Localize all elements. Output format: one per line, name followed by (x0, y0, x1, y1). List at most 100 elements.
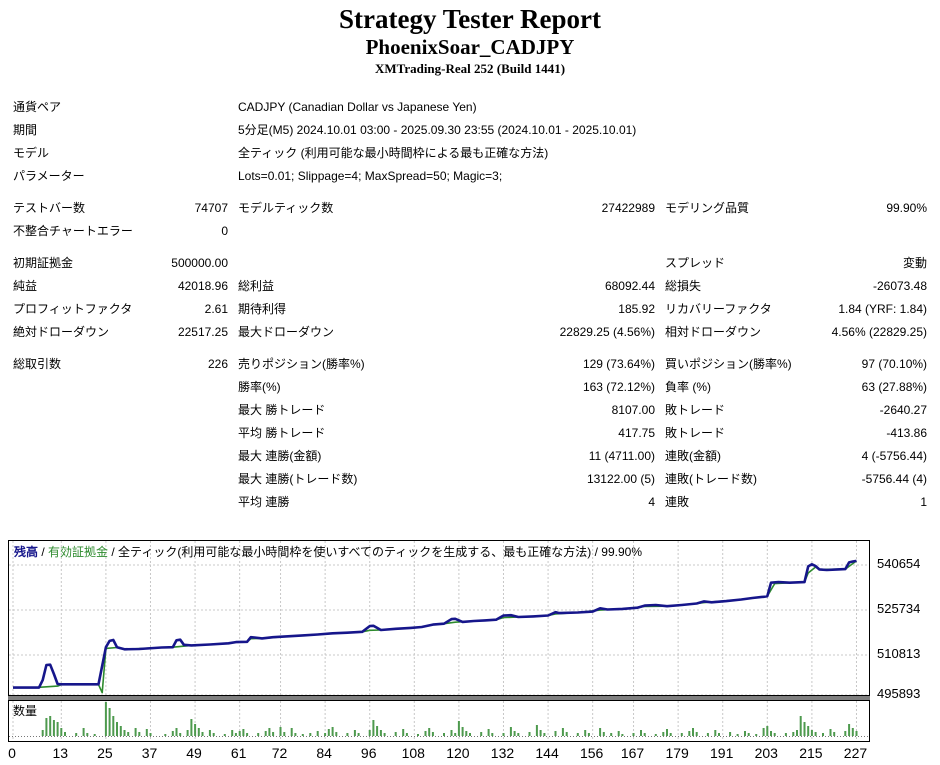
volume-bar (539, 730, 542, 736)
stat-value: 226 (207, 356, 228, 371)
volume-bar (108, 708, 111, 736)
stat-value (153, 490, 228, 513)
volume-bar (509, 727, 512, 736)
x-axis-label: 132 (490, 745, 515, 761)
volume-bar (60, 728, 63, 736)
stat-value (153, 164, 228, 187)
stat-value: -2640.27 (879, 402, 928, 417)
volume-bar (766, 726, 769, 736)
volume-bar (138, 732, 141, 736)
stat-value: 27422989 (601, 200, 655, 215)
stat-label: 相対ドローダウン (665, 325, 762, 339)
stat-value-wide: 5分足(M5) 2024.10.01 03:00 - 2025.09.30 23… (238, 123, 637, 137)
stats-row: 最大 連勝(金額) 11 (4711.00) 連敗(金額) 4 (-5756.44) (13, 444, 927, 467)
stat-value: 74707 (194, 200, 228, 215)
volume-bar (119, 726, 122, 736)
volume-bar (755, 734, 758, 736)
stat-value: 129 (73.64%) (582, 356, 655, 371)
page-subtitle: PhoenixSoar_CADJPY (365, 35, 575, 59)
volume-bar (242, 729, 245, 736)
volume-bar (231, 730, 234, 736)
stat-value: 22829.25 (4.56%) (559, 324, 655, 339)
volume-bar (149, 733, 152, 736)
volume-bar (383, 733, 386, 736)
x-axis-label: 0 (8, 745, 16, 761)
x-axis-label: 49 (186, 745, 202, 761)
stat-value: 8107.00 (611, 402, 655, 417)
volume-bar (301, 734, 304, 736)
stat-value: 22517.25 (177, 324, 228, 339)
stat-value: 1.84 (YRF: 1.84) (838, 301, 928, 316)
stat-label: モデル (13, 146, 50, 160)
volume-bar (257, 733, 260, 736)
volume-bar (565, 732, 568, 736)
stat-label: 連敗(金額) (665, 449, 721, 463)
volume-bar (324, 733, 327, 736)
volume-bar (353, 730, 356, 736)
stat-value: 4 (-5756.44) (861, 448, 928, 463)
stat-label (13, 467, 153, 490)
row-spacer (13, 187, 927, 196)
stat-label: 平均 勝トレード (238, 426, 326, 440)
volume-bar (810, 730, 813, 736)
volume-bar (561, 728, 564, 736)
stat-value: 4 (648, 494, 655, 509)
report-header: Strategy Tester Report PhoenixSoar_CADJP… (0, 4, 940, 77)
y-axis-label: 540654 (877, 556, 921, 571)
stat-value: 99.90% (886, 200, 928, 215)
stat-value (153, 398, 228, 421)
stat-value (468, 251, 655, 274)
stat-label: 初期証拠金 (13, 256, 74, 270)
volume-bar (190, 719, 193, 736)
volume-bar (104, 702, 107, 736)
volume-bar (662, 732, 665, 736)
stats-row: 絶対ドローダウン 22517.25 最大ドローダウン 22829.25 (4.56%)… (13, 320, 927, 343)
volume-bar (747, 733, 750, 736)
stats-row: 勝率(%) 163 (72.12%) 負率 (%) 63 (27.88%) (13, 375, 927, 398)
stat-label: リカバリーファクタ (665, 302, 772, 316)
stat-label: 敗トレード (665, 426, 726, 440)
stat-label: 不整合チャートエラー (13, 224, 133, 238)
volume-bar (327, 729, 330, 736)
volume-chart-pane: 数量 (8, 701, 870, 742)
volume-bar (372, 720, 375, 736)
stat-label: 期待利得 (238, 302, 287, 316)
stats-row: 平均 勝トレード 417.75 敗トレード -413.86 (13, 421, 927, 444)
volume-bar (368, 730, 371, 736)
x-axis-label: 120 (446, 745, 470, 761)
volume-bar (736, 734, 739, 736)
stat-value (153, 375, 228, 398)
volume-bar (64, 732, 66, 736)
stat-label (228, 251, 468, 274)
stat-label: 連敗 (665, 495, 690, 509)
stat-value: 63 (27.88%) (861, 379, 928, 394)
stat-label: モデルティック数 (238, 201, 334, 215)
volume-bar (729, 732, 732, 736)
volume-bar (75, 733, 78, 736)
volume-bar (208, 730, 211, 736)
volume-bar (762, 728, 765, 736)
stat-value: -413.86 (886, 425, 928, 440)
volume-bar (197, 728, 200, 736)
x-axis-label: 61 (230, 745, 247, 761)
stat-label (13, 375, 153, 398)
volume-bar (465, 731, 468, 736)
stat-value: 1 (920, 494, 928, 509)
legend-balance: 残高 (14, 545, 39, 559)
volume-bar (424, 731, 427, 736)
volume-bar (41, 730, 44, 736)
volume-bar (461, 727, 464, 736)
volume-bar (792, 732, 795, 736)
volume-bar (803, 722, 806, 736)
volume-bar (587, 733, 590, 736)
x-axis-label: 144 (535, 745, 559, 761)
stat-label: 勝率(%) (238, 380, 281, 394)
x-axis-label: 227 (843, 745, 868, 761)
balance-chart-pane: 残高 / 有効証拠金 / 全ティック(利用可能な最小時間枠を使いすべてのティック… (8, 540, 870, 696)
volume-bar (554, 731, 557, 736)
volume-bar (116, 722, 118, 736)
volume-bar (179, 733, 182, 736)
stat-label (13, 444, 153, 467)
volume-bar (773, 733, 776, 736)
stat-value-wide: CADJPY (Canadian Dollar vs Japanese Yen) (238, 99, 477, 114)
